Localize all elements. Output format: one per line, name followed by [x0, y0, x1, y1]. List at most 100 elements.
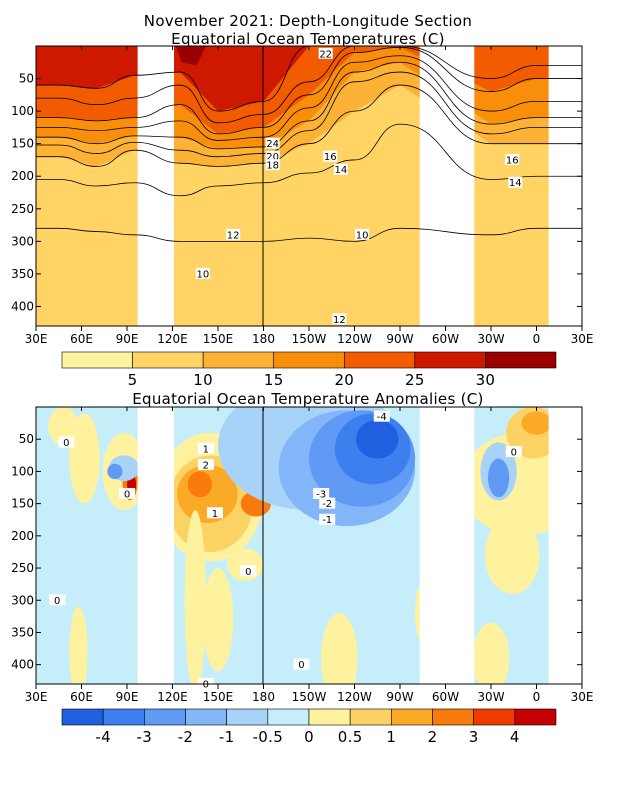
anomaly-contour-label-bg	[240, 565, 257, 577]
anomaly-xtick-label: 60W	[432, 690, 459, 704]
anomaly-contour-label-bg	[197, 442, 214, 454]
anomaly-xtick-label: 180	[252, 690, 275, 704]
anomaly-contour-label: 1	[212, 509, 218, 520]
anomaly-colorbar-label: 0	[304, 728, 314, 746]
anomaly-colorbar-label: -4	[95, 728, 111, 746]
anomaly-xtick-label: 150W	[292, 690, 327, 704]
temperature-contour-label-bg	[505, 153, 520, 165]
anomaly-contour-label-bg	[197, 458, 214, 470]
anomaly-xtick-label: 30W	[477, 690, 504, 704]
temperature-contour-12	[36, 227, 582, 242]
anomaly-xtick-label: 60E	[70, 690, 93, 704]
anomaly-colorbar-swatch	[473, 708, 516, 726]
anomaly-contour-label-bg	[319, 497, 336, 509]
temperature-xtick-label: 30E	[25, 332, 48, 346]
temperature-contour-label-bg	[195, 267, 210, 279]
temperature-ytick-label: 300	[11, 234, 34, 248]
anomaly-contour-label-bg	[119, 487, 135, 499]
anomaly-xtick-label: 30E	[571, 690, 594, 704]
anomaly-colorbar: -4 -3 -2 -1 -0.5 0 0.5 1 2 3 4	[61, 708, 557, 746]
temperature-colorbar: 5 10 15 20 25 30	[61, 351, 557, 389]
anomaly-title: Equatorial Ocean Temperature Anomalies (…	[132, 390, 483, 408]
anomaly-contour-label: -2	[322, 499, 332, 510]
temperature-colorbar-swatch	[132, 351, 204, 369]
anomaly-contour-label: -1	[322, 515, 332, 526]
anomaly-contour-label: 0	[203, 680, 209, 691]
anomaly-xtick-label: 0	[533, 690, 541, 704]
temperature-colorbar-swatch	[202, 351, 275, 369]
temperature-contour-label-bg	[323, 150, 338, 162]
anomaly-colorbar-swatch	[144, 708, 186, 726]
anomaly-colorbar-label: 1	[386, 728, 396, 746]
anomaly-contour-label-bg	[373, 410, 390, 422]
temperature-contour-label-bg	[508, 176, 523, 188]
anomaly-colorbar-swatch	[391, 708, 433, 726]
anomaly-colorbar-label: 3	[469, 728, 479, 746]
temperature-colorbar-swatch	[273, 351, 345, 369]
temperature-contour-label: 16	[324, 152, 337, 163]
anomaly-contour-label-bg	[319, 513, 336, 525]
anomaly-region-pos	[321, 613, 358, 684]
temperature-xtick-label: 120E	[157, 332, 188, 346]
temperature-contour-16	[36, 84, 582, 167]
temperature-contour-label: 14	[509, 178, 522, 189]
temperature-contour-27	[36, 46, 582, 124]
temperature-xtick-label: 90W	[386, 332, 413, 346]
figure-title-line2: Equatorial Ocean Temperatures (C)	[171, 30, 445, 48]
temperature-xtick-label: 90E	[116, 332, 139, 346]
anomaly-contour-label-bg	[58, 436, 75, 448]
anomaly-contour-label: 0	[63, 438, 69, 449]
anomaly-ytick-label: 50	[19, 432, 34, 446]
temperature-colorbar-label: 15	[264, 371, 284, 389]
anomaly-region-pos	[202, 568, 234, 672]
anomaly-region-pos	[69, 413, 100, 504]
anomaly-colorbar-label: 2	[428, 728, 438, 746]
anomaly-region-neg	[487, 458, 510, 498]
anomaly-panel: -4 0 1 2 0 1 -3-2 -1 0 0 0 0 0 30E 60E 90E 120E 150E 180 1…	[11, 406, 594, 704]
anomaly-region-pos	[521, 411, 552, 435]
anomaly-xtick-label: 120E	[157, 690, 188, 704]
temperature-ytick-label: 200	[11, 169, 34, 183]
temperature-contour-label-bg	[333, 163, 348, 175]
temperature-contour-label: 16	[506, 155, 519, 166]
temperature-contour-label: 10	[196, 269, 209, 280]
temperature-colorbar-swatch	[414, 351, 486, 369]
anomaly-land-gap	[419, 407, 475, 684]
temperature-colorbar-label: 5	[128, 371, 138, 389]
anomaly-contour-label-bg	[206, 507, 223, 519]
anomaly-contour-label: 1	[203, 444, 209, 455]
anomaly-colorbar-swatch	[514, 708, 557, 726]
anomaly-contour-label-bg	[293, 658, 310, 670]
temperature-contour-label-bg	[265, 150, 280, 162]
anomaly-xtick-label: 30E	[25, 690, 48, 704]
temperature-xtick-label: 150W	[292, 332, 327, 346]
temperature-xtick-label: 150E	[203, 332, 234, 346]
temperature-ytick-label: 150	[11, 137, 34, 151]
anomaly-colorbar-label: -0.5	[253, 728, 283, 746]
anomaly-region-pos	[184, 510, 206, 684]
anomaly-colorbar-swatch	[226, 708, 269, 726]
anomaly-contour-label: 0	[124, 489, 130, 500]
anomaly-ytick-label: 350	[11, 625, 34, 639]
anomaly-land-gap	[137, 407, 175, 684]
temperature-land-gap	[137, 46, 175, 326]
anomaly-ytick-label: 150	[11, 497, 34, 511]
temperature-band-30	[175, 46, 206, 66]
temperature-ytick-label: 350	[11, 267, 34, 281]
temperature-contour-29	[36, 46, 582, 112]
anomaly-contour-label: 0	[511, 448, 517, 459]
anomaly-region-pos	[69, 606, 88, 684]
anomaly-ytick-label: 250	[11, 561, 34, 575]
temperature-colorbar-label: 25	[405, 371, 425, 389]
anomaly-xtick-label: 120W	[337, 690, 372, 704]
temperature-contour-22	[36, 55, 582, 141]
anomaly-colorbar-label: 0.5	[338, 728, 363, 746]
anomaly-xtick-label: 90W	[386, 690, 413, 704]
temperature-xtick-label: 120W	[337, 332, 372, 346]
anomaly-colorbar-label: -1	[219, 728, 235, 746]
temperature-land-gap	[548, 46, 582, 326]
temperature-contour-label: 12	[227, 230, 240, 241]
anomaly-region-pos	[187, 471, 212, 498]
